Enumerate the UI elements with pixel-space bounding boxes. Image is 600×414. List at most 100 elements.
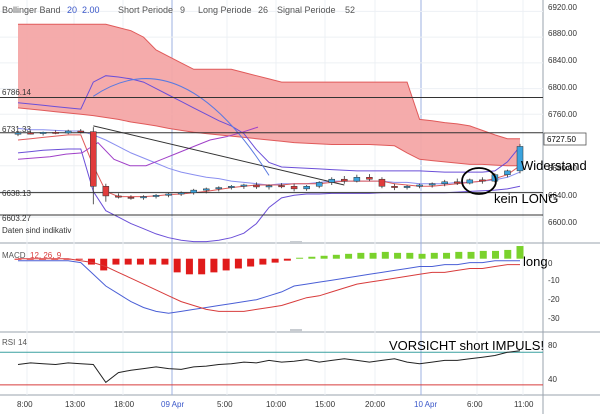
rsi-label: RSI: [2, 338, 15, 347]
time-tick: 10 Apr: [414, 400, 437, 409]
candle-body: [141, 197, 147, 198]
macd-histogram-bar: [308, 257, 315, 259]
macd-histogram-bar: [198, 259, 205, 275]
annotation-long: long: [523, 254, 548, 269]
candle-body: [40, 132, 46, 133]
macd-histogram-bar: [357, 253, 364, 259]
macd-histogram-bar: [504, 250, 511, 259]
macd-tick: -10: [548, 276, 560, 285]
macd-histogram-bar: [394, 253, 401, 259]
macd-histogram-bar: [370, 253, 377, 259]
candle-body: [404, 186, 410, 187]
macd-histogram-bar: [431, 253, 438, 259]
macd-histogram-bar: [247, 259, 254, 267]
macd-label: MACD: [2, 251, 26, 260]
annotation-short-impulse: VORSICHT short IMPULS!: [389, 338, 544, 353]
macd-histogram-bar: [235, 259, 242, 269]
macd-histogram-bar: [161, 259, 168, 265]
annotation-no-long: kein LONG: [494, 191, 558, 206]
candle-body: [442, 182, 448, 184]
candle-body: [191, 190, 197, 193]
candle-body: [429, 184, 435, 185]
candle-body: [90, 132, 96, 187]
header-short-label: Short Periode: [118, 5, 173, 15]
macd-histogram-bar: [321, 256, 328, 259]
rsi-params: 14: [18, 338, 27, 347]
rsi-tick: 40: [548, 375, 557, 384]
candle-body: [479, 180, 485, 181]
header-signal-value: 52: [345, 5, 355, 15]
macd-histogram-bar: [125, 259, 132, 265]
time-tick: 8:00: [17, 400, 33, 409]
macd-params: 12, 26, 9: [30, 251, 62, 260]
current-price-label: 6727.50: [547, 135, 576, 144]
macd-tick: -30: [548, 314, 560, 323]
macd-histogram-bar: [210, 259, 217, 273]
macd-histogram-bar: [480, 251, 487, 259]
candle-body: [53, 132, 59, 133]
macd-histogram-bar: [137, 259, 144, 265]
candle-body: [203, 189, 209, 190]
candle-body: [166, 194, 172, 195]
macd-histogram-bar: [259, 259, 266, 265]
level-label: 6731.33: [2, 125, 31, 134]
candle-body: [454, 182, 460, 183]
candle-body: [392, 186, 398, 187]
price-tick: 6760.00: [548, 110, 577, 119]
candle-body: [65, 131, 71, 133]
candle-body: [178, 193, 184, 194]
macd-histogram-bar: [455, 252, 462, 259]
macd-tick: 0: [548, 259, 553, 268]
level-label: 6603.27: [2, 214, 31, 223]
header-indicator: Bollinger Band: [2, 5, 61, 15]
candle-body: [279, 186, 285, 187]
macd-tick: -20: [548, 295, 560, 304]
time-tick: 11:00: [514, 400, 534, 409]
price-tick: 6840.00: [548, 56, 577, 65]
time-tick: 18:00: [114, 400, 135, 409]
header-bb-dev: 2.00: [82, 5, 100, 15]
rsi-tick: 80: [548, 341, 557, 350]
macd-histogram-bar: [174, 259, 181, 273]
header-signal-label: Signal Periode: [277, 5, 336, 15]
candle-body: [115, 196, 121, 197]
time-tick: 10:00: [266, 400, 287, 409]
candle-body: [316, 182, 322, 186]
price-tick: 6880.00: [548, 29, 577, 38]
macd-histogram-bar: [468, 252, 475, 259]
candle-body: [228, 186, 234, 187]
price-tick: 6800.00: [548, 83, 577, 92]
header-long-value: 26: [258, 5, 268, 15]
macd-histogram-bar: [419, 254, 426, 259]
candle-body: [216, 188, 222, 189]
candle-body: [341, 179, 347, 181]
data-disclaimer: Daten sind indikativ: [2, 226, 71, 235]
macd-histogram-bar: [443, 253, 450, 259]
time-tick: 6:00: [467, 400, 483, 409]
candle-body: [103, 186, 109, 196]
candle-body: [153, 195, 159, 196]
candle-body: [291, 186, 297, 189]
macd-histogram-bar: [333, 255, 340, 259]
price-tick: 6920.00: [548, 3, 577, 12]
macd-histogram-bar: [382, 252, 389, 259]
time-tick: 5:00: [217, 400, 233, 409]
time-tick: 15:00: [315, 400, 336, 409]
macd-histogram-bar: [272, 259, 279, 263]
candle-body: [504, 171, 510, 175]
time-tick: 09 Apr: [161, 400, 184, 409]
header-short-value: 9: [180, 5, 185, 15]
annotation-resistance: Widerstand: [521, 158, 587, 173]
macd-histogram-bar: [112, 259, 119, 265]
panel-resize-handle[interactable]: [290, 329, 302, 332]
panel-resize-handle[interactable]: [290, 241, 302, 244]
time-tick: 20:00: [365, 400, 386, 409]
candle-body: [253, 185, 259, 187]
candle-body: [354, 177, 360, 181]
candle-body: [304, 186, 310, 189]
macd-histogram-bar: [149, 259, 156, 265]
candle-body: [467, 180, 473, 183]
candle-body: [366, 177, 372, 179]
time-tick: 13:00: [65, 400, 86, 409]
